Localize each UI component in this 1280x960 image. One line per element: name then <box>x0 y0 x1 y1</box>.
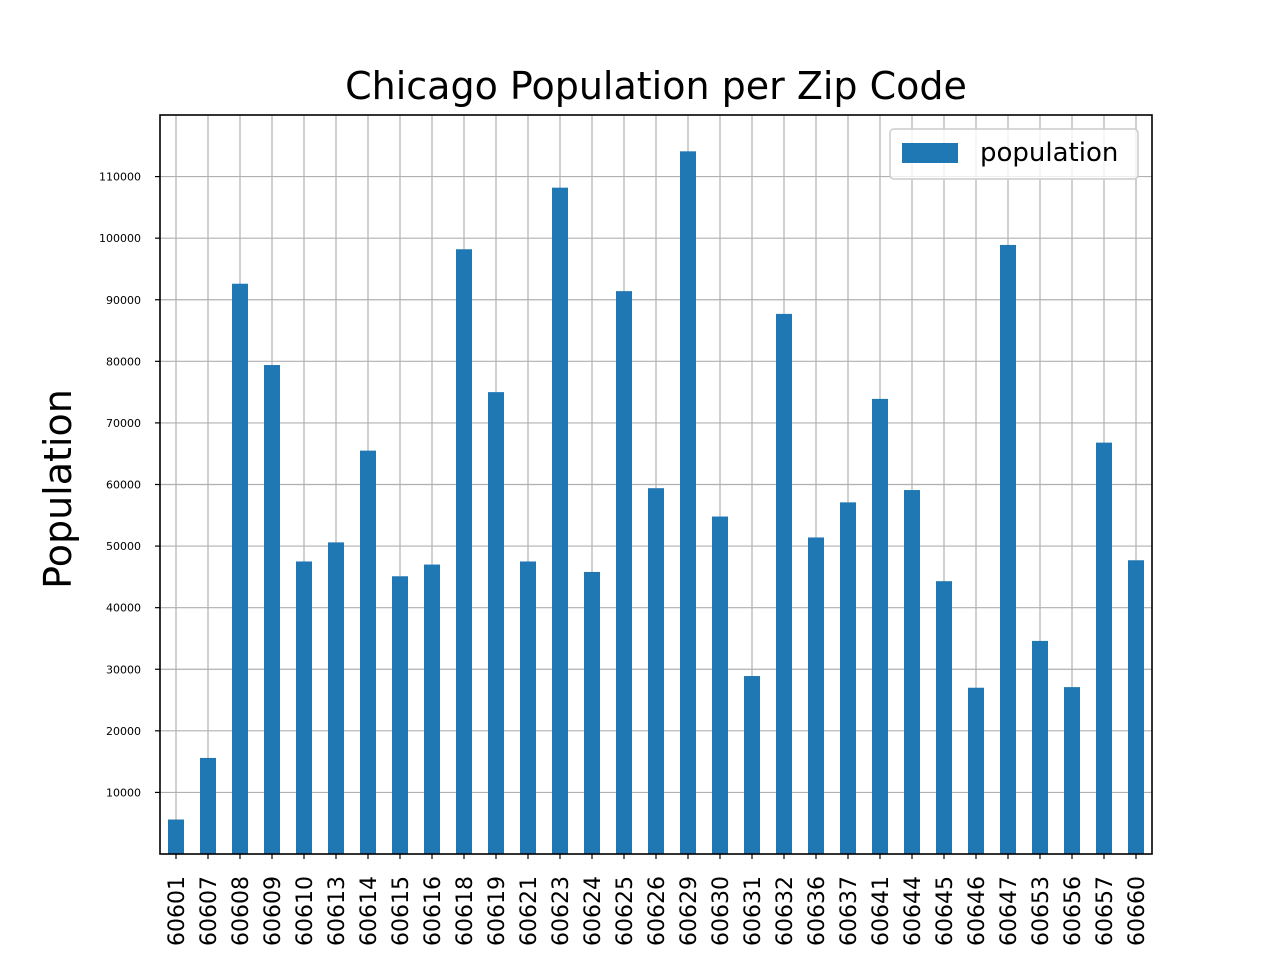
bar-60607 <box>200 757 216 854</box>
bar-60619 <box>488 392 504 854</box>
x-tick-label: 60623 <box>549 876 574 946</box>
bar-60618 <box>456 249 472 855</box>
y-tick-label: 90000 <box>106 294 141 307</box>
bar-60624 <box>584 571 600 854</box>
bar-60653 <box>1032 640 1048 854</box>
y-tick-label: 30000 <box>106 663 141 676</box>
bar-60645 <box>936 581 952 854</box>
y-tick-label: 10000 <box>106 786 141 799</box>
bar-60629 <box>680 151 696 854</box>
x-tick-label: 60644 <box>901 876 926 946</box>
bar-60608 <box>232 283 248 854</box>
chart-title: Chicago Population per Zip Code <box>345 64 967 108</box>
x-tick-label: 60631 <box>741 876 766 946</box>
x-tick-label: 60619 <box>485 876 510 946</box>
x-tick-label: 60660 <box>1125 876 1150 946</box>
y-tick-label: 50000 <box>106 540 141 553</box>
bar-60621 <box>520 561 536 854</box>
y-tick-label: 40000 <box>106 602 141 615</box>
y-tick-label: 20000 <box>106 725 141 738</box>
bar-60614 <box>360 450 376 854</box>
x-tick-label: 60656 <box>1061 876 1086 946</box>
bar-60660 <box>1128 560 1144 854</box>
bar-60601 <box>168 819 184 854</box>
x-tick-label: 60613 <box>325 876 350 946</box>
x-tick-label: 60626 <box>645 876 670 946</box>
y-axis-label: Population <box>36 389 80 589</box>
x-tick-label: 60625 <box>613 876 638 946</box>
bar-60626 <box>648 488 664 854</box>
y-tick-label: 110000 <box>99 171 141 184</box>
plot-frame <box>159 114 1153 855</box>
bar-60637 <box>840 502 856 854</box>
x-tick-label: 60647 <box>997 876 1022 946</box>
x-tick-label: 60615 <box>389 876 414 946</box>
bar-60625 <box>616 291 632 855</box>
legend-label: population <box>980 138 1118 168</box>
x-tick-label: 60614 <box>357 876 382 946</box>
x-tick-label: 60618 <box>453 876 478 946</box>
x-tick-label: 60621 <box>517 876 542 946</box>
y-tick-label: 100000 <box>99 232 141 245</box>
x-tick-label: 60637 <box>837 876 862 946</box>
y-tick-label: 80000 <box>106 355 141 368</box>
bar-60656 <box>1064 687 1080 854</box>
bar-60647 <box>1000 244 1016 855</box>
x-tick-label: 60629 <box>677 876 702 946</box>
bar-60613 <box>328 542 344 854</box>
bar-60615 <box>392 576 408 854</box>
bar-60632 <box>776 313 792 854</box>
y-tick-label: 70000 <box>106 417 141 430</box>
bar-60641 <box>872 398 888 854</box>
bar-60609 <box>264 365 280 854</box>
y-tick-label: 60000 <box>106 479 141 492</box>
x-tick-label: 60607 <box>197 876 222 946</box>
x-tick-label: 60636 <box>805 876 830 946</box>
bar-60623 <box>552 187 568 854</box>
bar-60616 <box>424 564 440 854</box>
x-tick-label: 60646 <box>965 876 990 946</box>
legend: population <box>889 128 1139 180</box>
bar-60610 <box>296 561 312 854</box>
y-axis: 10000 20000 30000 40000 50000 60000 70000 80000… <box>99 171 160 799</box>
x-tick-label: 60630 <box>709 876 734 946</box>
x-tick-label: 60616 <box>421 876 446 946</box>
x-tick-label: 60657 <box>1093 876 1118 946</box>
bar-60657 <box>1096 442 1112 854</box>
bar-60646 <box>968 687 984 854</box>
bar-60631 <box>744 676 760 854</box>
x-tick-label: 60653 <box>1029 876 1054 946</box>
x-tick-label: 60641 <box>869 876 894 946</box>
legend-swatch <box>902 143 958 163</box>
x-tick-label: 60645 <box>933 876 958 946</box>
bar-60630 <box>712 516 728 854</box>
bars <box>168 151 1144 855</box>
legend-box <box>889 128 1139 180</box>
bar-60636 <box>808 537 824 854</box>
bar-60644 <box>904 490 920 854</box>
x-tick-label: 60608 <box>229 876 254 946</box>
x-tick-label: 60632 <box>773 876 798 946</box>
x-tick-label: 60624 <box>581 876 606 946</box>
x-tick-label: 60609 <box>261 876 286 946</box>
x-tick-label: 60601 <box>165 876 190 946</box>
x-axis: 60601 60607 60608 60609 60610 60613 60614 60615… <box>165 854 1150 946</box>
x-tick-label: 60610 <box>293 876 318 946</box>
